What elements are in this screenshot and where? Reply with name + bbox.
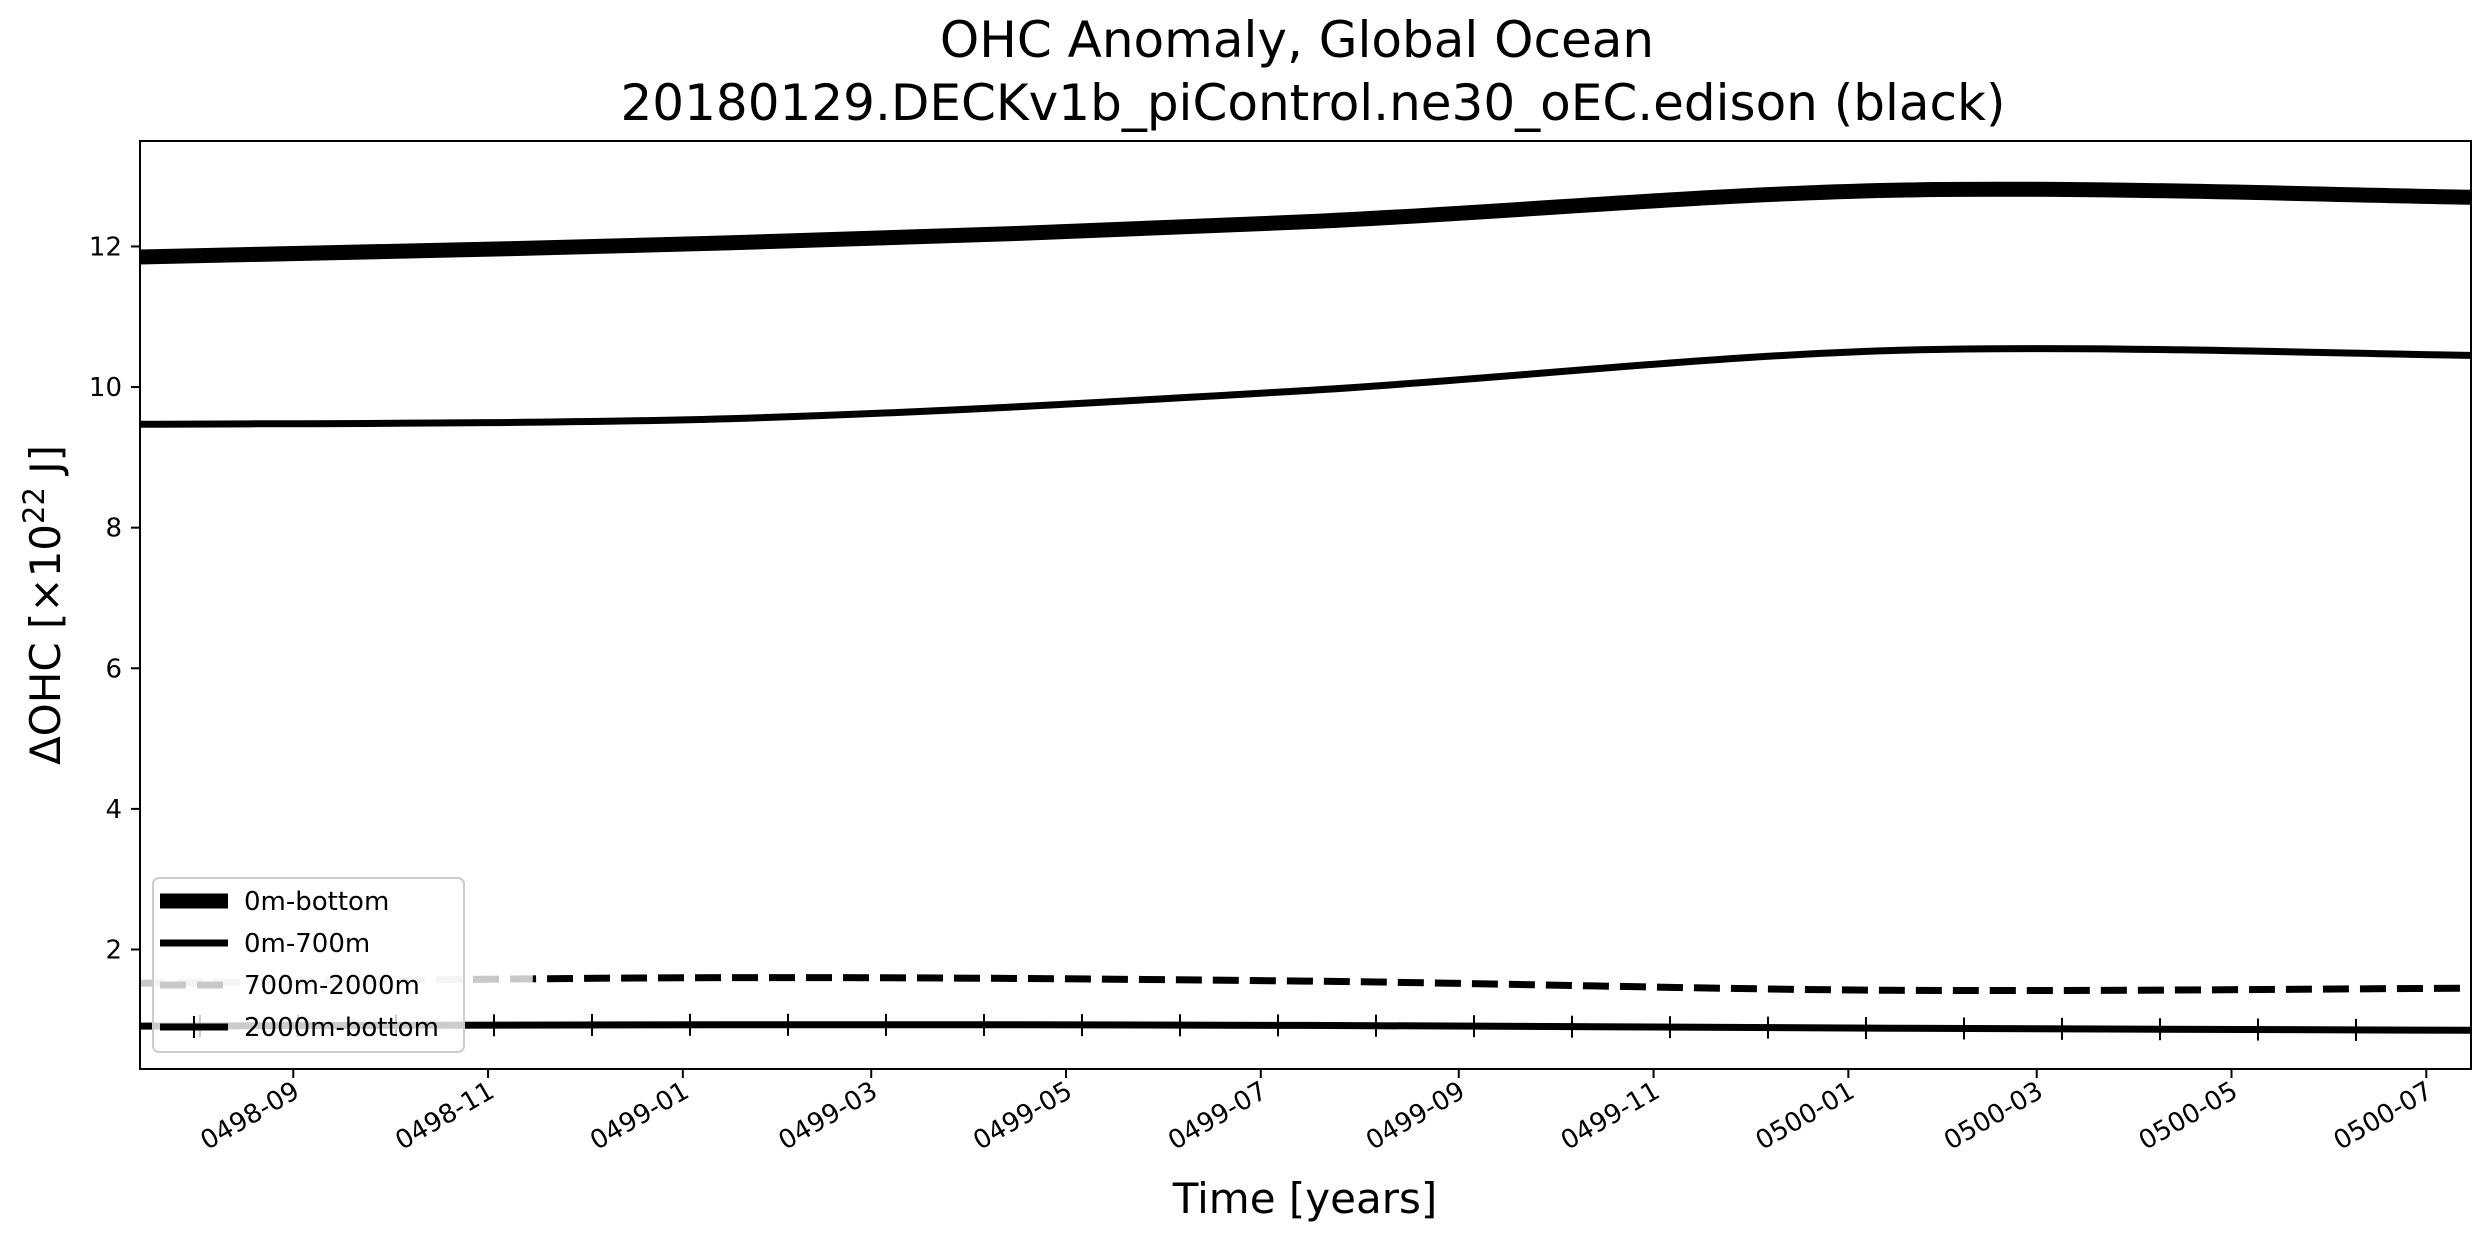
y-tick-label: 8 [105, 514, 122, 544]
y-tick-label: 12 [89, 232, 122, 262]
legend-label-2000m-bottom: 2000m-bottom [244, 1013, 439, 1043]
series-line-700m-2000m [140, 975, 533, 987]
series-line-0m-bottom [139, 181, 2472, 265]
legend-box [152, 877, 465, 1053]
y-axis-label-main: ΔOHC [×10 [21, 524, 70, 765]
x-tick-label: 0498-09 [196, 1076, 305, 1156]
x-tick-label: 0499-07 [1163, 1076, 1272, 1156]
plot-area [139, 140, 2472, 1070]
x-axis-label: Time [years] [1172, 1174, 1438, 1223]
x-tick-label: 0499-03 [774, 1076, 883, 1156]
x-tick-label: 0499-09 [1361, 1076, 1470, 1156]
x-tick-label: 0498-11 [390, 1076, 499, 1156]
series-line-2000m-bottom [139, 1021, 2472, 1034]
y-tick-label: 2 [105, 935, 122, 965]
x-tick-label: 0500-03 [1939, 1076, 2048, 1156]
x-tick-label: 0500-01 [1751, 1076, 1860, 1156]
chart-subtitle: 20180129.DECKv1b_piControl.ne30_oEC.edis… [621, 74, 2006, 132]
x-tick-label: 0499-05 [968, 1076, 1077, 1156]
legend-label-700m-2000m: 700m-2000m [244, 971, 420, 1001]
legend-label-0m-bottom: 0m-bottom [244, 887, 389, 917]
y-tick-label: 10 [89, 373, 122, 403]
series-line-0m-700m [139, 345, 2472, 428]
series-line-700m-2000m [532, 974, 2471, 995]
x-tick-label: 0499-11 [1556, 1076, 1665, 1156]
x-tick-label: 0499-01 [585, 1076, 694, 1156]
y-tick-label: 6 [105, 654, 122, 684]
x-tick-label: 0500-05 [2134, 1076, 2243, 1156]
y-axis-label-exponent: 22 [17, 487, 51, 524]
y-tick-label: 4 [105, 795, 122, 825]
y-axis-label-unit: J] [21, 445, 70, 487]
y-axis-label: ΔOHC [×1022 J] [17, 445, 70, 765]
legend: 0m-bottom 0m-700m 700m-2000m 2000m-bottom [152, 877, 465, 1053]
x-tick-label: 0500-07 [2329, 1076, 2438, 1156]
series-700m-2000m [140, 974, 2471, 995]
legend-label-0m-700m: 0m-700m [244, 929, 370, 959]
chart-title: OHC Anomaly, Global Ocean [940, 11, 1654, 69]
